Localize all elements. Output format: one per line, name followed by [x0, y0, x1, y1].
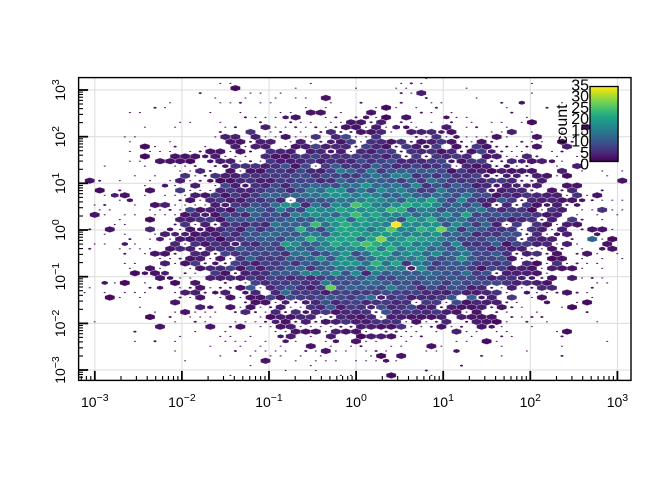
svg-text:0: 0 [580, 156, 589, 173]
svg-text:25: 25 [571, 100, 589, 117]
svg-text:count: count [554, 104, 571, 144]
svg-text:5: 5 [580, 145, 589, 162]
svg-text:10: 10 [571, 134, 589, 151]
svg-text:15: 15 [571, 122, 589, 139]
svg-text:35: 35 [571, 77, 589, 94]
svg-text:20: 20 [571, 111, 589, 128]
svg-text:30: 30 [571, 89, 589, 106]
